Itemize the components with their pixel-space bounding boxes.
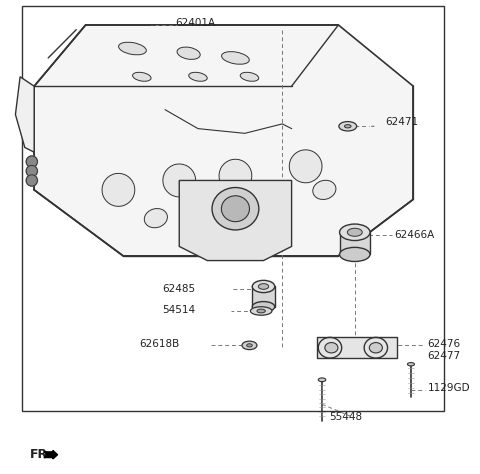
Text: 54514: 54514 bbox=[163, 305, 196, 315]
Ellipse shape bbox=[252, 280, 275, 292]
Polygon shape bbox=[252, 286, 275, 307]
Ellipse shape bbox=[119, 42, 146, 55]
Polygon shape bbox=[15, 77, 34, 152]
Text: 62471: 62471 bbox=[385, 117, 419, 127]
Ellipse shape bbox=[240, 73, 259, 81]
Ellipse shape bbox=[201, 199, 224, 219]
Ellipse shape bbox=[345, 125, 351, 128]
Circle shape bbox=[26, 175, 37, 186]
Ellipse shape bbox=[221, 196, 250, 222]
Ellipse shape bbox=[177, 47, 200, 59]
Ellipse shape bbox=[339, 224, 370, 240]
Polygon shape bbox=[339, 232, 370, 255]
Circle shape bbox=[26, 165, 37, 177]
Ellipse shape bbox=[102, 173, 135, 206]
Ellipse shape bbox=[339, 121, 357, 131]
Ellipse shape bbox=[348, 228, 362, 237]
Ellipse shape bbox=[252, 301, 275, 312]
Ellipse shape bbox=[258, 283, 269, 289]
Ellipse shape bbox=[144, 209, 168, 228]
Ellipse shape bbox=[313, 180, 336, 200]
Ellipse shape bbox=[251, 307, 272, 315]
Text: FR.: FR. bbox=[29, 448, 53, 461]
Ellipse shape bbox=[339, 247, 370, 262]
Ellipse shape bbox=[408, 363, 414, 366]
Ellipse shape bbox=[222, 52, 249, 64]
Ellipse shape bbox=[212, 188, 259, 230]
Text: 62401A: 62401A bbox=[176, 18, 216, 27]
Ellipse shape bbox=[257, 309, 265, 313]
Ellipse shape bbox=[289, 150, 322, 183]
Circle shape bbox=[26, 156, 37, 167]
Ellipse shape bbox=[219, 159, 252, 192]
Text: 62466A: 62466A bbox=[395, 229, 435, 240]
Polygon shape bbox=[317, 337, 397, 358]
Text: 1129GD: 1129GD bbox=[427, 383, 470, 393]
Text: 62477: 62477 bbox=[427, 351, 460, 361]
Bar bbox=[23, 6, 444, 411]
Polygon shape bbox=[179, 181, 291, 261]
Ellipse shape bbox=[369, 343, 383, 353]
Text: 62618B: 62618B bbox=[139, 339, 179, 349]
Ellipse shape bbox=[325, 343, 338, 353]
Ellipse shape bbox=[242, 341, 257, 350]
Text: 55448: 55448 bbox=[329, 412, 362, 422]
Ellipse shape bbox=[189, 73, 207, 81]
FancyArrow shape bbox=[46, 450, 58, 459]
Ellipse shape bbox=[257, 194, 280, 214]
Ellipse shape bbox=[132, 73, 151, 81]
Ellipse shape bbox=[163, 164, 196, 197]
Text: 62485: 62485 bbox=[163, 284, 196, 294]
Ellipse shape bbox=[247, 344, 252, 347]
Text: 62476: 62476 bbox=[427, 339, 460, 349]
Ellipse shape bbox=[318, 378, 326, 382]
Polygon shape bbox=[34, 25, 413, 256]
